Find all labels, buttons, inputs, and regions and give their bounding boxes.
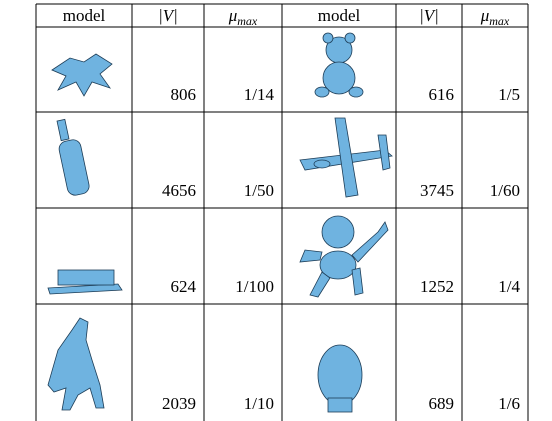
- header-vertices: |V|: [419, 6, 439, 25]
- mu-max: 1/4: [498, 277, 520, 296]
- head-mesh: [317, 344, 363, 413]
- mu-max: 1/6: [498, 394, 520, 413]
- mu-max: 1/50: [244, 181, 274, 200]
- mu-max: 1/60: [490, 181, 520, 200]
- vertex-count: 624: [171, 277, 197, 296]
- bench-mesh: [47, 269, 123, 295]
- vertex-count: 689: [429, 394, 455, 413]
- header-mu: μmax: [480, 6, 510, 28]
- teddy-mesh: [314, 32, 364, 98]
- vertex-count: 2039: [162, 394, 196, 413]
- mu-max: 1/100: [235, 277, 274, 296]
- header-mu: μmax: [228, 6, 258, 28]
- plane-mesh: [299, 117, 393, 198]
- mu-subscript: max: [489, 14, 510, 28]
- vertex-count: 806: [171, 85, 197, 104]
- mu-symbol: μ: [480, 6, 490, 25]
- mu-symbol: μ: [228, 6, 238, 25]
- header-model: model: [63, 6, 106, 25]
- vertex-count: 616: [429, 85, 455, 104]
- mu-subscript: max: [237, 14, 258, 28]
- header-vertices: |V|: [158, 6, 178, 25]
- header-model: model: [318, 6, 361, 25]
- mu-max: 1/10: [244, 394, 274, 413]
- dino-mesh: [47, 317, 105, 411]
- vertex-count: 4656: [162, 181, 196, 200]
- bottle-mesh: [56, 118, 90, 196]
- mu-max: 1/14: [244, 85, 275, 104]
- mesh-images: [47, 32, 393, 413]
- vertex-count: 3745: [420, 181, 454, 200]
- plant-mesh: [51, 53, 113, 97]
- monkey-mesh: [299, 215, 389, 298]
- mu-max: 1/5: [498, 85, 520, 104]
- vertex-count: 1252: [420, 277, 454, 296]
